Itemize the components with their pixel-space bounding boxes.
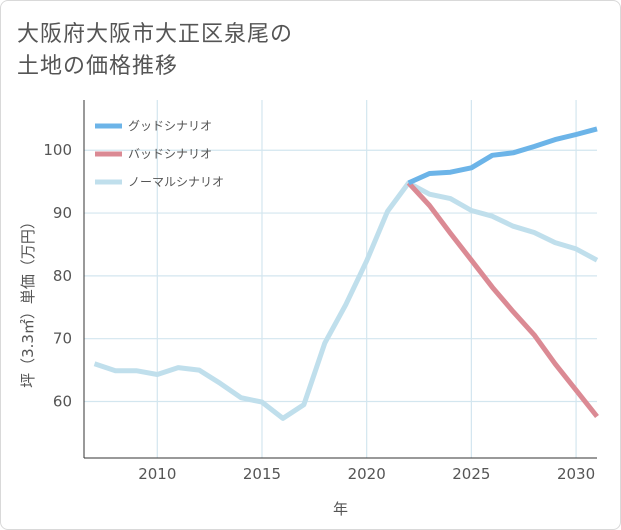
legend-label-normal: ノーマルシナリオ — [128, 175, 224, 189]
legend-label-bad: バッドシナリオ — [128, 147, 212, 161]
axes: 2010 2015 2020 2025 2030 60 70 80 90 100 — [43, 100, 597, 483]
y-tick-label-60: 60 — [53, 392, 72, 410]
chart-title: 大阪府大阪市大正区泉尾の 土地の価格推移 — [17, 19, 293, 83]
y-tick-label-70: 70 — [53, 330, 72, 348]
series-line-good — [407, 126, 598, 186]
series-layer — [93, 126, 599, 421]
y-tick-label-80: 80 — [53, 267, 72, 285]
x-tick-label-2020: 2020 — [348, 465, 386, 483]
x-tick-label-2030: 2030 — [557, 465, 595, 483]
x-tick-label-2010: 2010 — [138, 465, 176, 483]
x-tick-label-2015: 2015 — [243, 465, 281, 483]
x-axis-label: 年 — [333, 500, 348, 518]
x-tick-label-2025: 2025 — [452, 465, 490, 483]
series-line-normal — [93, 180, 599, 421]
legend-label-good: グッドシナリオ — [128, 119, 212, 133]
y-axis-label: 坪（3.3㎡）単価（万円） — [19, 214, 37, 388]
y-tick-label-100: 100 — [43, 141, 72, 159]
y-tick-label-90: 90 — [53, 204, 72, 222]
chart-title-line-2: 土地の価格推移 — [17, 54, 179, 79]
grid-lines — [84, 100, 597, 458]
series-line-bad — [406, 181, 599, 419]
chart-title-line-1: 大阪府大阪市大正区泉尾の — [17, 22, 294, 47]
